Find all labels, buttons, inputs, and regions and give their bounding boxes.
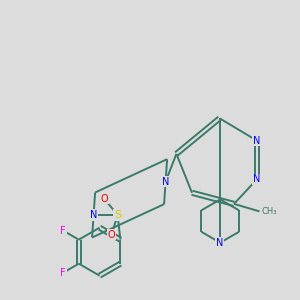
- Text: F: F: [60, 226, 66, 236]
- Text: N: N: [253, 136, 260, 146]
- Text: F: F: [60, 268, 66, 278]
- Text: O: O: [100, 194, 108, 203]
- Text: N: N: [253, 174, 260, 184]
- Text: N: N: [162, 177, 169, 187]
- Text: N: N: [90, 210, 97, 220]
- Text: O: O: [108, 230, 116, 239]
- Text: CH₃: CH₃: [262, 207, 278, 216]
- Text: S: S: [114, 210, 121, 220]
- Text: N: N: [216, 238, 223, 248]
